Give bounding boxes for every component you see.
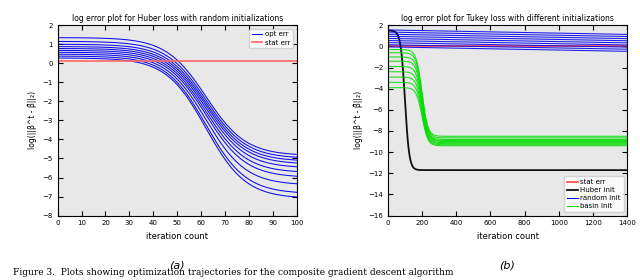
Title: log error plot for Tukey loss with different initializations: log error plot for Tukey loss with diffe…: [401, 14, 614, 23]
X-axis label: iteration count: iteration count: [477, 232, 538, 241]
Text: Figure 3.  Plots showing optimization trajectories for the composite gradient de: Figure 3. Plots showing optimization tra…: [13, 268, 453, 277]
Title: log error plot for Huber loss with random initializations: log error plot for Huber loss with rando…: [72, 14, 283, 23]
Text: (a): (a): [170, 261, 185, 271]
Legend: stat err, Huber init, random init, basin init: stat err, Huber init, random init, basin…: [564, 176, 624, 212]
Text: (b): (b): [500, 261, 515, 271]
Y-axis label: log(||β^t - β̂||₂): log(||β^t - β̂||₂): [353, 91, 363, 150]
Y-axis label: log(||β^t - β̂||₂): log(||β^t - β̂||₂): [28, 91, 37, 150]
Legend: opt err, stat err: opt err, stat err: [249, 29, 294, 48]
X-axis label: iteration count: iteration count: [147, 232, 208, 241]
